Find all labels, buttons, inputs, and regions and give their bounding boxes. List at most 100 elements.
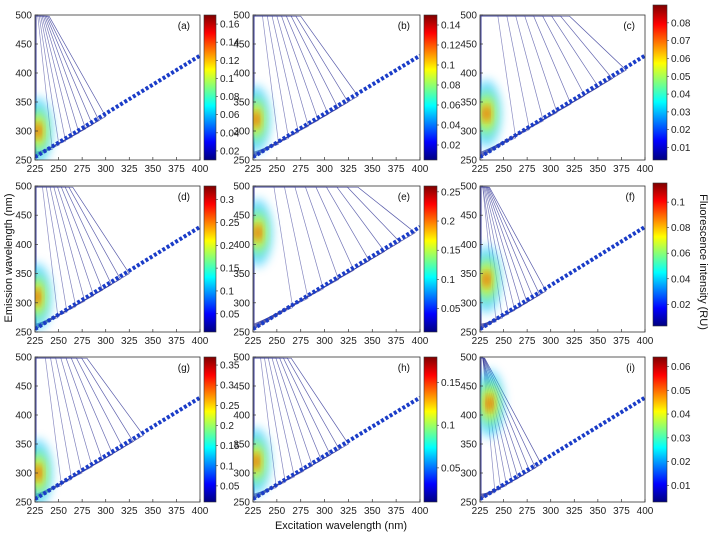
x-tick-label: 275 [519, 336, 536, 347]
y-tick-label: 500 [233, 182, 250, 193]
y-tick-label: 400 [15, 240, 32, 251]
y-tick-label: 350 [15, 98, 32, 109]
contour-line [480, 15, 517, 153]
x-tick-label: 325 [566, 164, 583, 175]
x-tick-label: 275 [292, 336, 309, 347]
plot-area [480, 357, 645, 502]
colorbar-tick-label: 0.12 [441, 41, 461, 52]
scatter-band [480, 395, 645, 501]
x-tick-label: 350 [590, 506, 607, 517]
axes-frame [252, 185, 421, 333]
colorbar [652, 356, 668, 503]
colorbar [203, 356, 217, 503]
colorbar-tick-label: 0.14 [441, 21, 461, 32]
y-tick-label: 400 [460, 69, 477, 80]
intensity-peak [255, 227, 260, 238]
panel-h: 225 250 275 300 325 350 375 4002503003504004505… [233, 353, 461, 518]
y-tick-label: 300 [460, 469, 477, 480]
colorbar-tick-label: 0.05 [220, 309, 240, 320]
x-tick-label: 250 [50, 164, 67, 175]
plot-area [35, 186, 200, 332]
y-tick-label: 250 [233, 156, 250, 167]
colorbar-tick-label: 0.15 [441, 378, 461, 389]
x-tick-label: 275 [519, 164, 536, 175]
y-tick-label: 400 [233, 411, 250, 422]
panel-g: 225 250 275 300 325 350 375 4002503003504004505… [15, 353, 240, 518]
panel-b: 225 250 275 300 325 350 375 4002503003504004505… [233, 11, 461, 176]
colorbar-tick-label: 0.3 [220, 381, 234, 392]
scatter-band [253, 395, 420, 501]
colorbar-tick-label: 0.03 [671, 107, 691, 118]
colorbar-tick-label: 0.06 [441, 101, 461, 112]
y-axis-label: Emission wavelength (nm) [3, 194, 15, 323]
colorbar [423, 14, 438, 161]
x-tick-label: 275 [74, 336, 91, 347]
colorbar [203, 185, 217, 333]
colorbar-tick-label: 0.04 [671, 90, 691, 101]
colorbar-tick-label: 0.02 [671, 457, 691, 468]
y-tick-label: 250 [460, 328, 477, 339]
scatter-band [480, 53, 645, 159]
x-tick-label: 225 [472, 164, 489, 175]
x-tick-label: 400 [192, 506, 209, 517]
y-tick-label: 350 [460, 440, 477, 451]
plot-area [35, 15, 200, 160]
scatter-band [253, 53, 420, 159]
colorbar-tick-label: 0.05 [441, 304, 461, 315]
colorbar-tick-label: 0.2 [220, 241, 234, 252]
y-tick-label: 300 [233, 469, 250, 480]
x-tick-label: 400 [192, 164, 209, 175]
colorbar-tick-label: 0.1 [441, 275, 455, 286]
intensity-peak [487, 398, 492, 409]
y-tick-label: 250 [233, 498, 250, 509]
x-tick-label: 225 [472, 506, 489, 517]
y-tick-label: 300 [233, 127, 250, 138]
panel-c: 225 250 275 300 325 350 375 4002503003504004505… [460, 4, 691, 175]
y-tick-label: 350 [460, 269, 477, 280]
x-tick-label: 275 [74, 164, 91, 175]
x-tick-label: 325 [121, 336, 138, 347]
x-tick-label: 325 [340, 506, 357, 517]
x-tick-label: 300 [542, 506, 559, 517]
y-tick-label: 450 [233, 40, 250, 51]
x-tick-label: 375 [388, 506, 405, 517]
y-tick-label: 500 [15, 353, 32, 364]
y-tick-label: 400 [15, 69, 32, 80]
y-tick-label: 250 [15, 156, 32, 167]
colorbar [652, 182, 668, 327]
intensity-peak [484, 108, 489, 119]
x-tick-label: 325 [121, 506, 138, 517]
contour-line [253, 357, 277, 495]
x-tick-label: 350 [145, 164, 162, 175]
colorbar-tick-label: 0.03 [671, 433, 691, 444]
plot-area [253, 15, 420, 160]
colorbar-tick-label: 0.04 [220, 128, 240, 139]
colorbar-tick-label: 0.14 [220, 38, 240, 49]
x-tick-label: 300 [97, 164, 114, 175]
colorbar [652, 4, 668, 161]
panel-label: (h) [398, 363, 410, 374]
y-tick-label: 500 [15, 182, 32, 193]
x-tick-label: 225 [245, 506, 262, 517]
colorbar-tick-label: 0.15 [220, 441, 240, 452]
plot-area [480, 186, 645, 332]
panel-d: 225 250 275 300 325 350 375 4002503003504004505… [15, 182, 240, 348]
x-tick-label: 325 [340, 336, 357, 347]
scatter-band [35, 53, 200, 159]
x-tick-label: 400 [637, 336, 654, 347]
colorbar-tick-label: 0.04 [671, 410, 691, 421]
x-tick-label: 300 [316, 164, 333, 175]
panel-e: 225 250 275 300 325 350 375 4002503003504004505… [233, 182, 461, 348]
colorbar-tick-label: 0.01 [671, 481, 691, 492]
colorbar-tick-label: 0.06 [671, 362, 691, 373]
x-tick-label: 225 [27, 336, 44, 347]
colorbar-tick-label: 0.12 [220, 56, 240, 67]
x-tick-label: 300 [316, 336, 333, 347]
y-tick-label: 450 [460, 40, 477, 51]
x-tick-label: 300 [97, 506, 114, 517]
x-tick-label: 350 [364, 164, 381, 175]
y-tick-label: 400 [460, 411, 477, 422]
colorbar-tick-label: 0.3 [220, 195, 234, 206]
